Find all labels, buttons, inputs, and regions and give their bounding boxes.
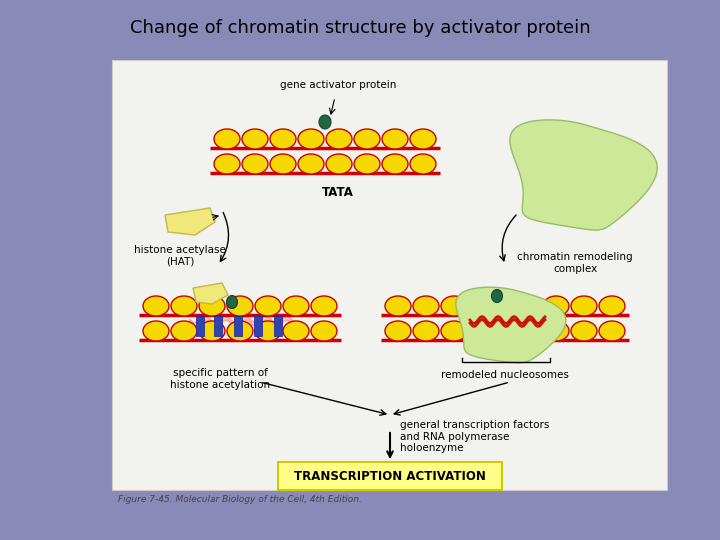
- Ellipse shape: [199, 321, 225, 341]
- Text: Figure 7-45. Molecular Biology of the Cell, 4th Edition.: Figure 7-45. Molecular Biology of the Ce…: [118, 496, 362, 504]
- Ellipse shape: [311, 296, 337, 316]
- FancyBboxPatch shape: [254, 316, 262, 336]
- Ellipse shape: [410, 154, 436, 174]
- Ellipse shape: [242, 129, 268, 149]
- FancyBboxPatch shape: [274, 316, 282, 336]
- Ellipse shape: [171, 296, 197, 316]
- Ellipse shape: [270, 154, 296, 174]
- Ellipse shape: [571, 321, 597, 341]
- Ellipse shape: [441, 321, 467, 341]
- Text: remodeled nucleosomes: remodeled nucleosomes: [441, 370, 569, 380]
- Ellipse shape: [354, 129, 380, 149]
- Text: TATA: TATA: [322, 186, 354, 199]
- Ellipse shape: [227, 296, 253, 316]
- Ellipse shape: [385, 321, 411, 341]
- Ellipse shape: [326, 129, 352, 149]
- Ellipse shape: [319, 115, 331, 129]
- Text: general transcription factors
and RNA polymerase
holoenzyme: general transcription factors and RNA po…: [400, 420, 549, 453]
- Ellipse shape: [227, 321, 253, 341]
- Ellipse shape: [354, 154, 380, 174]
- FancyBboxPatch shape: [196, 316, 204, 336]
- Ellipse shape: [599, 296, 625, 316]
- Ellipse shape: [199, 296, 225, 316]
- FancyBboxPatch shape: [234, 316, 242, 336]
- Ellipse shape: [492, 289, 503, 302]
- Ellipse shape: [255, 296, 281, 316]
- Ellipse shape: [326, 154, 352, 174]
- Ellipse shape: [214, 154, 240, 174]
- Ellipse shape: [515, 296, 541, 316]
- Ellipse shape: [298, 154, 324, 174]
- Ellipse shape: [571, 296, 597, 316]
- Ellipse shape: [311, 321, 337, 341]
- Ellipse shape: [382, 154, 408, 174]
- Polygon shape: [510, 120, 657, 230]
- Ellipse shape: [242, 154, 268, 174]
- Ellipse shape: [382, 129, 408, 149]
- FancyBboxPatch shape: [278, 462, 502, 490]
- Text: histone acetylase
(HAT): histone acetylase (HAT): [134, 245, 226, 267]
- Ellipse shape: [599, 321, 625, 341]
- Ellipse shape: [543, 321, 569, 341]
- Polygon shape: [193, 283, 228, 304]
- Ellipse shape: [385, 296, 411, 316]
- Ellipse shape: [413, 321, 439, 341]
- Ellipse shape: [143, 296, 169, 316]
- Text: gene activator protein: gene activator protein: [280, 80, 396, 90]
- Ellipse shape: [441, 296, 467, 316]
- Ellipse shape: [143, 321, 169, 341]
- FancyBboxPatch shape: [112, 60, 667, 490]
- Ellipse shape: [283, 321, 309, 341]
- Ellipse shape: [410, 129, 436, 149]
- Polygon shape: [165, 208, 215, 235]
- FancyBboxPatch shape: [214, 316, 222, 336]
- Ellipse shape: [227, 295, 238, 308]
- Ellipse shape: [543, 296, 569, 316]
- Text: specific pattern of
histone acetylation: specific pattern of histone acetylation: [170, 368, 270, 389]
- Text: chromatin remodeling
complex: chromatin remodeling complex: [517, 252, 633, 274]
- Ellipse shape: [413, 296, 439, 316]
- Ellipse shape: [515, 321, 541, 341]
- Ellipse shape: [298, 129, 324, 149]
- Ellipse shape: [283, 296, 309, 316]
- Ellipse shape: [469, 321, 495, 341]
- Ellipse shape: [270, 129, 296, 149]
- Text: TRANSCRIPTION ACTIVATION: TRANSCRIPTION ACTIVATION: [294, 469, 486, 483]
- Text: Change of chromatin structure by activator protein: Change of chromatin structure by activat…: [130, 19, 590, 37]
- Ellipse shape: [469, 296, 495, 316]
- Ellipse shape: [255, 321, 281, 341]
- Ellipse shape: [214, 129, 240, 149]
- Polygon shape: [456, 287, 566, 363]
- Ellipse shape: [171, 321, 197, 341]
